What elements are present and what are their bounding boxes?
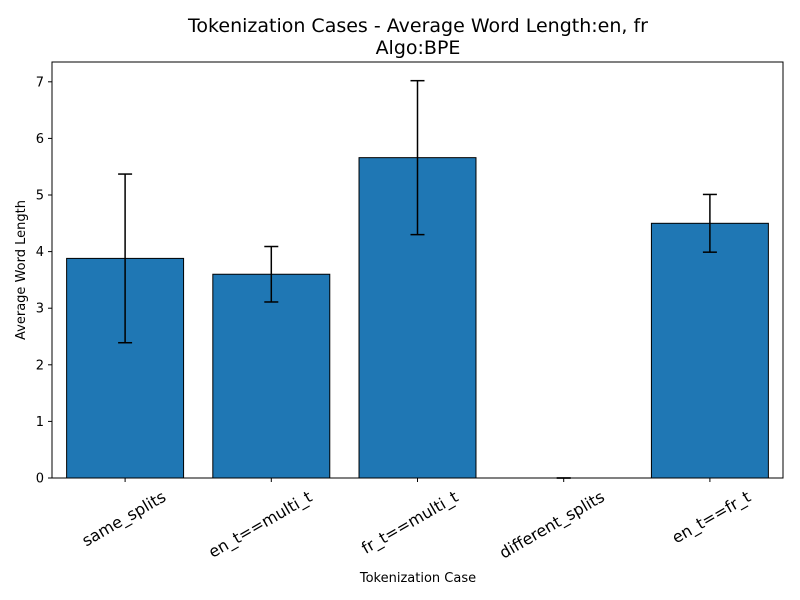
chart-subtitle: Algo:BPE xyxy=(376,37,461,59)
error-bar-fr_t==multi_t xyxy=(410,79,425,236)
x-tick-label: fr_t==multi_t xyxy=(358,487,462,559)
bar-en_t==multi_t xyxy=(212,273,331,479)
bar-en_t==fr_t xyxy=(650,222,769,479)
y-axis-ticks: 0 1 2 3 4 5 6 7 xyxy=(36,75,52,487)
error-bar-en_t==multi_t xyxy=(264,245,279,303)
error-bar-en_t==fr_t xyxy=(702,193,717,253)
x-tick-label: same_splits xyxy=(79,487,170,551)
y-tick-label: 1 xyxy=(36,415,44,430)
x-tick-label: en_t==multi_t xyxy=(205,487,316,562)
y-axis-label: Average Word Length xyxy=(14,200,29,340)
x-tick-label: different_splits xyxy=(496,487,608,563)
y-tick-label: 2 xyxy=(36,358,44,373)
y-tick-label: 5 xyxy=(36,189,44,204)
y-tick-label: 3 xyxy=(36,302,44,317)
x-axis-label: Tokenization Case xyxy=(359,571,476,586)
chart-title: Tokenization Cases - Average Word Length… xyxy=(187,15,648,37)
error-bar-same_splits xyxy=(118,173,133,344)
y-tick-label: 4 xyxy=(36,245,44,260)
y-tick-label: 0 xyxy=(36,472,44,487)
x-axis-ticks: same_splits en_t==multi_t fr_t==multi_t dif… xyxy=(79,478,755,563)
y-tick-label: 6 xyxy=(36,132,44,147)
error-bars-group xyxy=(118,79,717,479)
x-tick-label: en_t==fr_t xyxy=(669,487,755,548)
y-tick-label: 7 xyxy=(36,75,44,90)
